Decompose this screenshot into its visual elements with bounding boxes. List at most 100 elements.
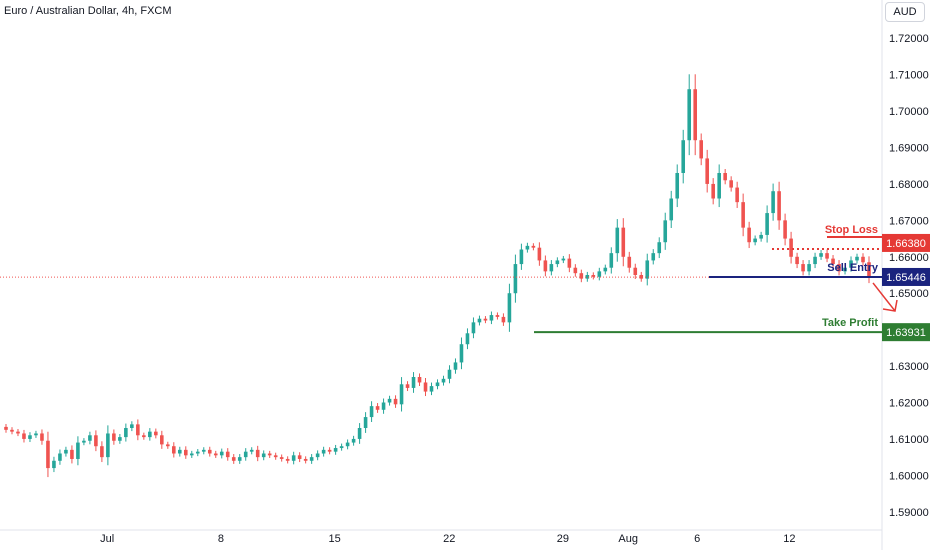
candle — [801, 260, 805, 276]
candle — [747, 221, 751, 249]
candle-body — [825, 253, 829, 259]
candle-body — [495, 315, 500, 317]
level-label: Stop Loss — [825, 224, 878, 236]
candle-body — [357, 428, 362, 439]
price-tick: 1.63000 — [889, 361, 929, 373]
price-tick: 1.69000 — [889, 143, 929, 155]
candle — [154, 428, 158, 439]
candle — [183, 446, 188, 459]
candle — [333, 444, 338, 455]
candle-body — [183, 449, 188, 456]
candle — [705, 149, 709, 193]
time-tick: 6 — [694, 533, 700, 545]
candle-body — [16, 431, 20, 434]
candle — [285, 456, 290, 464]
candle — [261, 450, 266, 461]
candle-body — [735, 187, 739, 203]
candle — [495, 312, 500, 320]
candle — [699, 133, 703, 166]
price-tick: 1.66000 — [889, 252, 929, 264]
candle — [315, 450, 320, 461]
price-tag-text: 1.63931 — [886, 327, 926, 339]
candle — [681, 129, 686, 184]
candle-body — [483, 318, 488, 321]
candle-body — [669, 198, 674, 221]
candle-body — [729, 180, 733, 188]
candle-body — [231, 457, 236, 461]
candle-body — [477, 318, 482, 323]
candle-body — [309, 457, 314, 461]
candle-body — [621, 227, 626, 257]
candle — [459, 337, 464, 370]
candle — [663, 212, 668, 250]
candle — [219, 448, 224, 459]
candle-body — [627, 256, 632, 268]
candle — [46, 431, 50, 478]
candle-body — [519, 249, 524, 265]
candle-body — [741, 202, 745, 228]
candle-body — [189, 453, 194, 456]
candle — [753, 235, 757, 246]
candle-body — [375, 406, 380, 410]
candle-body — [297, 455, 302, 459]
candle — [543, 255, 548, 277]
candle-body — [40, 433, 44, 441]
price-tag — [882, 323, 930, 342]
time-tick: Jul — [100, 533, 114, 545]
candle-body — [651, 253, 656, 261]
candle — [387, 395, 392, 406]
candle — [591, 272, 596, 280]
candle-body — [471, 322, 476, 334]
candle — [76, 436, 80, 466]
candle-body — [657, 242, 662, 254]
candle — [729, 176, 733, 192]
candle-body — [447, 369, 452, 379]
candle-body — [687, 89, 692, 141]
candle-body — [130, 424, 134, 428]
candle-body — [585, 275, 590, 279]
candle-body — [441, 378, 446, 383]
candle-body — [28, 435, 32, 439]
price-tick: 1.59000 — [889, 507, 929, 519]
candle-body — [813, 256, 817, 265]
candle-body — [549, 264, 554, 272]
candle-body — [177, 449, 182, 454]
candle-body — [76, 442, 80, 459]
candle-body — [579, 273, 584, 279]
candle — [58, 449, 62, 465]
candle — [741, 193, 745, 237]
candle — [849, 256, 853, 272]
candle — [345, 439, 350, 450]
candle — [357, 423, 362, 444]
candle-body — [747, 227, 751, 243]
candle-body — [705, 158, 709, 184]
currency-button[interactable]: AUD — [885, 2, 925, 22]
candle-body — [94, 435, 98, 447]
price-tag — [882, 267, 930, 286]
candle-body — [363, 417, 368, 428]
candle — [435, 379, 440, 390]
candle — [4, 423, 8, 433]
candle-body — [867, 262, 871, 278]
candle-body — [453, 362, 458, 370]
candle — [651, 249, 656, 265]
candle — [351, 435, 356, 446]
candle — [267, 450, 272, 458]
candle — [291, 451, 296, 465]
candle — [633, 263, 638, 280]
candle — [249, 447, 254, 455]
candle — [501, 313, 506, 326]
candle-body — [369, 406, 374, 418]
candle-body — [64, 449, 68, 454]
candle — [813, 252, 817, 269]
candle — [519, 243, 524, 270]
candle — [100, 441, 104, 463]
candle-body — [501, 316, 506, 323]
candle-body — [723, 173, 727, 181]
candle-body — [417, 377, 422, 383]
candle — [118, 434, 122, 444]
candle-body — [136, 424, 140, 436]
candle — [160, 430, 164, 449]
candle-body — [801, 264, 805, 272]
